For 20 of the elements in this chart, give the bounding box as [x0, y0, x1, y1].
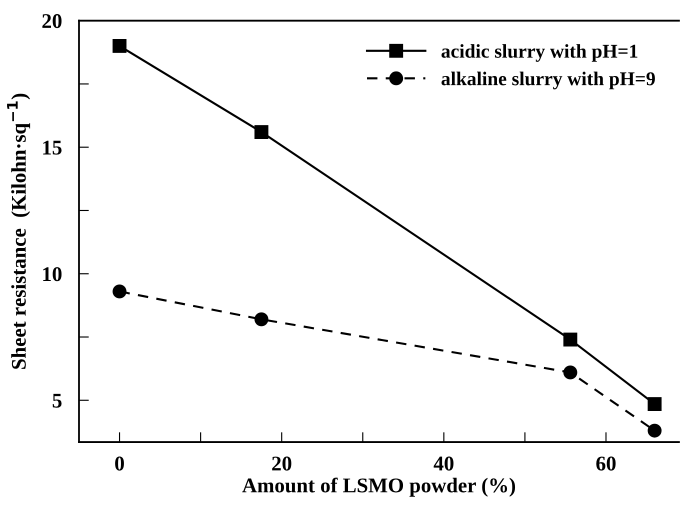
x-tick-label: 20	[272, 456, 292, 471]
legend-label: acidic slurry with pH=1	[442, 44, 638, 62]
point	[254, 312, 268, 326]
point	[648, 424, 662, 438]
x-tick-label: 0	[115, 456, 124, 471]
point	[254, 125, 268, 139]
x-axis-title: Amount of LSMO powder (%)	[242, 478, 516, 497]
y-axis-title: Sheet resistance (Kilohn·sq$^{−1}$)	[7, 94, 30, 369]
y-tick-label: 15	[43, 140, 62, 155]
x-tick-label: 60	[596, 456, 616, 471]
x-tick-label: 40	[434, 456, 454, 471]
point	[648, 397, 662, 412]
y-tick-label: 10	[43, 267, 62, 282]
point	[563, 332, 578, 346]
legend-label: alkaline slurry with pH=9	[442, 72, 655, 90]
point	[563, 365, 578, 380]
y-tick-label: 20	[42, 14, 62, 28]
y-tick-label: 5	[52, 394, 62, 408]
point	[112, 39, 126, 53]
point	[112, 284, 126, 298]
